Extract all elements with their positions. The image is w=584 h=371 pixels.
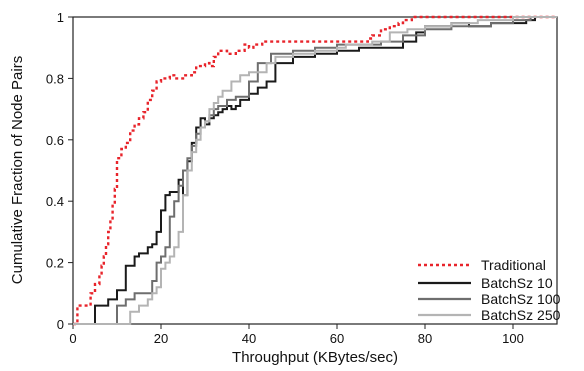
series-line-batchsz-100 [73, 16, 557, 325]
x-tick-label: 60 [330, 331, 344, 346]
y-axis: 0 0.2 0.4 0.6 0.8 1 [46, 10, 73, 332]
x-axis: 0 20 40 60 80 100 [69, 324, 524, 346]
legend: Traditional BatchSz 10 BatchSz 100 Batch… [418, 257, 561, 323]
legend-label-batchsz-100: BatchSz 100 [481, 291, 561, 307]
x-tick-label: 20 [154, 331, 168, 346]
y-tick-label: 1 [57, 10, 64, 25]
series-line-batchsz-250 [73, 16, 557, 325]
x-tick-label: 100 [502, 331, 524, 346]
legend-label-batchsz-10: BatchSz 10 [481, 275, 553, 291]
x-tick-label: 0 [69, 331, 76, 346]
plot-frame [72, 16, 558, 325]
y-tick-label: 0.8 [46, 71, 64, 86]
x-tick-label: 80 [418, 331, 432, 346]
y-axis-title: Cumulative Fraction of Node Pairs [9, 56, 26, 284]
x-tick-label: 40 [242, 331, 256, 346]
legend-label-batchsz-250: BatchSz 250 [481, 307, 561, 323]
y-tick-label: 0 [57, 317, 64, 332]
y-tick-label: 0.2 [46, 256, 64, 271]
series-line-batchsz-10 [73, 16, 557, 325]
y-tick-label: 0.6 [46, 133, 64, 148]
series-lines [73, 15, 557, 326]
y-tick-label: 0.4 [46, 194, 64, 209]
series-line-traditional [73, 15, 557, 326]
x-axis-title: Throughput (KBytes/sec) [232, 349, 398, 366]
legend-label-traditional: Traditional [481, 257, 546, 273]
